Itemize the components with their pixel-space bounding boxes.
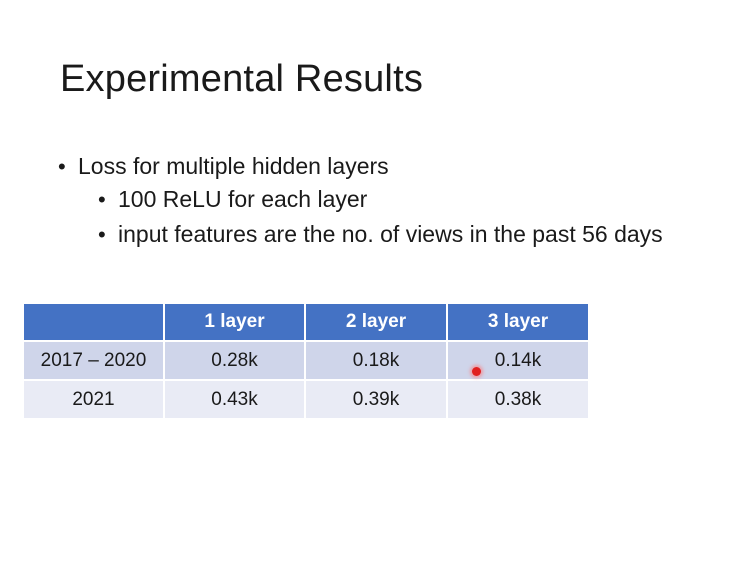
table-header-row: 1 layer 2 layer 3 layer: [22, 302, 590, 342]
bullet-dot-icon: •: [58, 154, 66, 179]
table-cell: 2021: [22, 379, 165, 420]
table-row: 2021 0.43k 0.39k 0.38k: [22, 379, 590, 420]
table-row: 2017 – 2020 0.28k 0.18k 0.14k: [22, 340, 590, 381]
bullet-list: • Loss for multiple hidden layers • 100 …: [58, 150, 718, 251]
bullet-text: Loss for multiple hidden layers: [78, 153, 389, 179]
bullet-dot-icon: •: [98, 187, 106, 212]
table-header-cell: 2 layer: [304, 302, 448, 342]
table-header-cell: 3 layer: [446, 302, 590, 342]
slide-title: Experimental Results: [60, 58, 424, 100]
bullet-dot-icon: •: [98, 222, 106, 247]
bullet-item: • Loss for multiple hidden layers: [58, 150, 718, 183]
table-cell: 0.38k: [446, 379, 590, 420]
bullet-text: 100 ReLU for each layer: [118, 186, 368, 212]
table-cell: 2017 – 2020: [22, 340, 165, 381]
table-header-cell: 1 layer: [163, 302, 306, 342]
results-table: 1 layer 2 layer 3 layer 2017 – 2020 0.28…: [22, 302, 590, 420]
table-cell: 0.14k: [446, 340, 590, 381]
sub-bullet-item: • input features are the no. of views in…: [98, 218, 718, 251]
table-cell: 0.18k: [304, 340, 448, 381]
bullet-text: input features are the no. of views in t…: [118, 221, 663, 247]
laser-pointer-icon: [472, 367, 481, 376]
sub-bullet-item: • 100 ReLU for each layer: [98, 183, 718, 216]
table-cell: 0.39k: [304, 379, 448, 420]
table-header-cell: [22, 302, 165, 342]
table-cell: 0.28k: [163, 340, 306, 381]
table-cell: 0.43k: [163, 379, 306, 420]
